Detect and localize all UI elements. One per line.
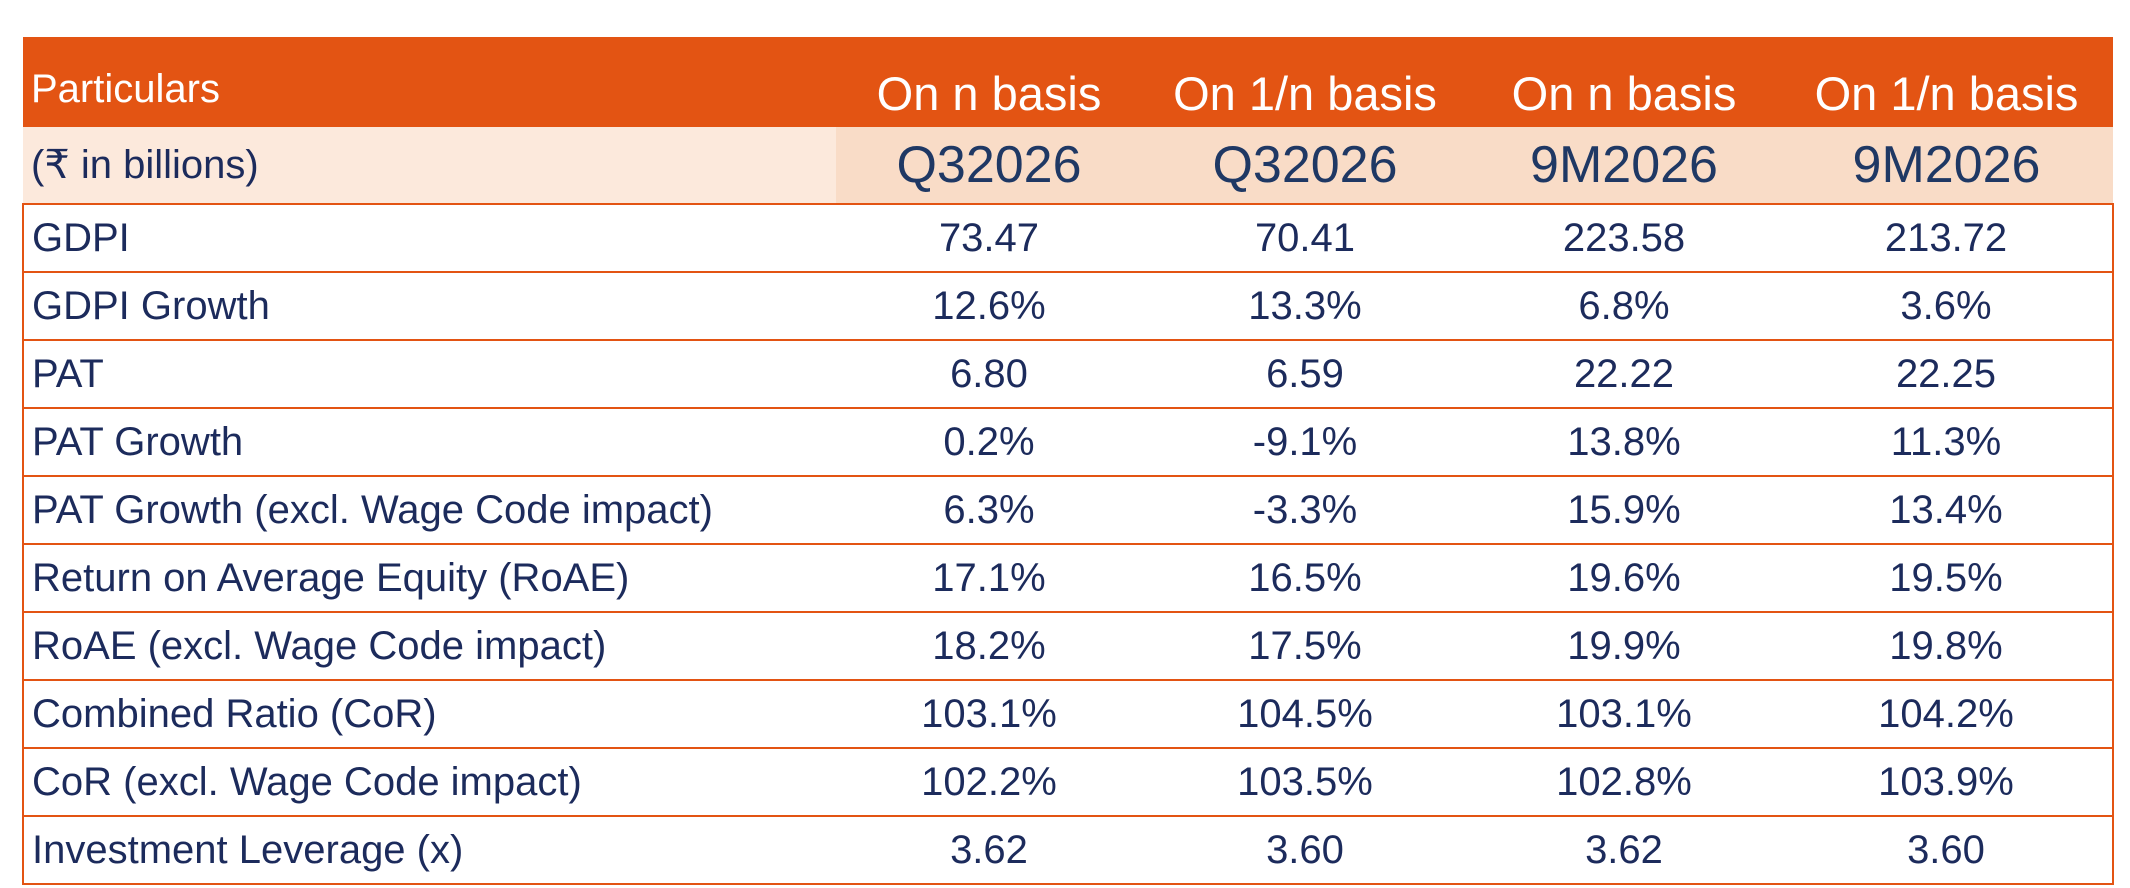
- cell: On n basis: [1468, 37, 1780, 127]
- row-label: Combined Ratio (CoR): [22, 680, 836, 749]
- data-row: Combined Ratio (CoR) 103.1% 104.5% 103.1% 10…: [22, 680, 2114, 749]
- cell: 104.5%: [1142, 680, 1468, 749]
- data-row: RoAE (excl. Wage Code impact) 18.2% 17.5% 1…: [22, 612, 2114, 681]
- cell: 213.72: [1780, 204, 2114, 273]
- data-row: CoR (excl. Wage Code impact) 102.2% 103.5%…: [22, 748, 2114, 817]
- row-label: RoAE (excl. Wage Code impact): [22, 612, 836, 681]
- row-label: PAT Growth (excl. Wage Code impact): [22, 476, 836, 545]
- cell: On 1/n basis: [1142, 37, 1468, 127]
- cell: 70.41: [1142, 204, 1468, 273]
- cell: Q32026: [836, 127, 1142, 205]
- cell: 9M2026: [1780, 127, 2113, 205]
- header-row: Particulars On n basis On 1/n basis On n ba…: [23, 37, 2113, 127]
- row-label: Particulars: [23, 37, 836, 127]
- cell: 13.3%: [1142, 272, 1468, 341]
- cell: 6.59: [1142, 340, 1468, 409]
- cell: 103.1%: [1468, 680, 1780, 749]
- cell: 3.62: [836, 816, 1142, 885]
- row-label: PAT Growth: [22, 408, 836, 477]
- row-label: CoR (excl. Wage Code impact): [22, 748, 836, 817]
- cell: 103.1%: [836, 680, 1142, 749]
- data-row: PAT 6.80 6.59 22.22 22.25: [22, 340, 2114, 409]
- cell: 19.5%: [1780, 544, 2114, 613]
- cell: 15.9%: [1468, 476, 1780, 545]
- cell: 13.4%: [1780, 476, 2114, 545]
- cell: 3.60: [1780, 816, 2114, 885]
- cell: 73.47: [836, 204, 1142, 273]
- cell: 3.60: [1142, 816, 1468, 885]
- cell: 22.25: [1780, 340, 2114, 409]
- cell: 18.2%: [836, 612, 1142, 681]
- cell: 3.6%: [1780, 272, 2114, 341]
- cell: 103.9%: [1780, 748, 2114, 817]
- data-row: GDPI Growth 12.6% 13.3% 6.8% 3.6%: [22, 272, 2114, 341]
- cell: 3.62: [1468, 816, 1780, 885]
- data-row: GDPI 73.47 70.41 223.58 213.72: [22, 204, 2114, 273]
- row-label: (₹ in billions): [23, 127, 836, 205]
- cell: 12.6%: [836, 272, 1142, 341]
- cell: 223.58: [1468, 204, 1780, 273]
- cell: 0.2%: [836, 408, 1142, 477]
- cell: 102.8%: [1468, 748, 1780, 817]
- cell: 6.80: [836, 340, 1142, 409]
- cell: On 1/n basis: [1780, 37, 2113, 127]
- row-label: PAT: [22, 340, 836, 409]
- row-label: GDPI: [22, 204, 836, 273]
- cell: 19.6%: [1468, 544, 1780, 613]
- data-row: PAT Growth (excl. Wage Code impact) 6.3% -…: [22, 476, 2114, 545]
- cell: 16.5%: [1142, 544, 1468, 613]
- row-label: Investment Leverage (x): [22, 816, 836, 885]
- data-row: PAT Growth 0.2% -9.1% 13.8% 11.3%: [22, 408, 2114, 477]
- cell: 11.3%: [1780, 408, 2114, 477]
- cell: -3.3%: [1142, 476, 1468, 545]
- cell: Q32026: [1142, 127, 1468, 205]
- data-row: Investment Leverage (x) 3.62 3.60 3.62 3.60: [22, 816, 2114, 885]
- row-label: GDPI Growth: [22, 272, 836, 341]
- subheader-row: (₹ in billions) Q32026 Q32026 9M2026 9M2026: [23, 127, 2113, 205]
- cell: 6.3%: [836, 476, 1142, 545]
- cell: 17.5%: [1142, 612, 1468, 681]
- cell: 102.2%: [836, 748, 1142, 817]
- cell: 6.8%: [1468, 272, 1780, 341]
- cell: 104.2%: [1780, 680, 2114, 749]
- cell: 19.9%: [1468, 612, 1780, 681]
- row-label: Return on Average Equity (RoAE): [22, 544, 836, 613]
- cell: 103.5%: [1142, 748, 1468, 817]
- cell: 17.1%: [836, 544, 1142, 613]
- data-row: Return on Average Equity (RoAE) 17.1% 16.5…: [22, 544, 2114, 613]
- cell: 19.8%: [1780, 612, 2114, 681]
- cell: -9.1%: [1142, 408, 1468, 477]
- results-table: Particulars On n basis On 1/n basis On n ba…: [22, 37, 2114, 885]
- cell: 9M2026: [1468, 127, 1780, 205]
- cell: 22.22: [1468, 340, 1780, 409]
- cell: On n basis: [836, 37, 1142, 127]
- cell: 13.8%: [1468, 408, 1780, 477]
